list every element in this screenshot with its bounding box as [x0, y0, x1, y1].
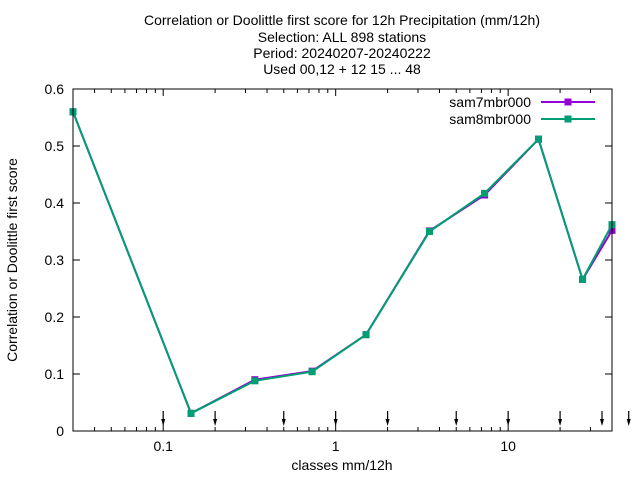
legend-swatch-marker [564, 98, 572, 106]
y-tick-label: 0.4 [45, 195, 65, 211]
legend-label: sam8mbr000 [449, 111, 531, 127]
series-line-sam7mbr000 [72, 111, 613, 415]
data-point-sam8mbr000 [535, 135, 543, 143]
data-point-sam8mbr000 [251, 377, 259, 385]
title-line-2: Selection: ALL 898 stations [258, 29, 426, 45]
threshold-marker-arrow [506, 419, 511, 426]
data-point-sam8mbr000 [362, 331, 370, 339]
y-tick-label: 0.3 [45, 252, 65, 268]
y-tick-label: 0.5 [45, 138, 65, 154]
title-line-1: Correlation or Doolittle first score for… [144, 12, 540, 28]
legend-label: sam7mbr000 [449, 94, 531, 110]
y-axis-label: Correlation or Doolittle first score [4, 158, 20, 362]
series-line-sam8mbr000 [72, 111, 613, 415]
y-tick-label: 0.6 [45, 81, 65, 97]
x-tick-label: 1 [332, 438, 340, 454]
threshold-marker-arrow [454, 419, 459, 426]
threshold-marker-arrow [626, 419, 631, 426]
threshold-marker-arrow [213, 419, 218, 426]
x-axis-label: classes mm/12h [291, 457, 392, 473]
x-tick-label: 10 [500, 438, 516, 454]
title-line-4: Used 00,12 + 12 15 ... 48 [263, 61, 421, 77]
legend-swatch-marker [564, 115, 572, 123]
threshold-marker-arrow [558, 419, 563, 426]
x-tick-label: 0.1 [153, 438, 173, 454]
data-point-sam8mbr000 [308, 368, 316, 376]
threshold-marker-arrow [161, 419, 166, 426]
axis-ticks: 0 0.1 0.2 0.3 0.4 0.5 0.6 0.1 1 10 [45, 81, 612, 454]
data-point-sam8mbr000 [579, 275, 587, 283]
threshold-marker-arrow [385, 419, 390, 426]
data-point-sam8mbr000 [187, 409, 195, 417]
chart-title: Correlation or Doolittle first score for… [144, 12, 540, 77]
y-tick-label: 0.1 [45, 366, 65, 382]
y-tick-label: 0.2 [45, 309, 65, 325]
data-point-sam8mbr000 [481, 189, 489, 197]
plot-frame [72, 88, 613, 432]
title-line-3: Period: 20240207-20240222 [253, 45, 431, 61]
data-point-sam8mbr000 [426, 228, 434, 235]
threshold-marker-arrow [599, 419, 604, 426]
threshold-marker-arrow [281, 419, 286, 426]
data-series [69, 108, 616, 417]
threshold-marker-arrow [333, 419, 338, 426]
threshold-markers [161, 411, 631, 426]
y-tick-label: 0 [56, 423, 64, 439]
